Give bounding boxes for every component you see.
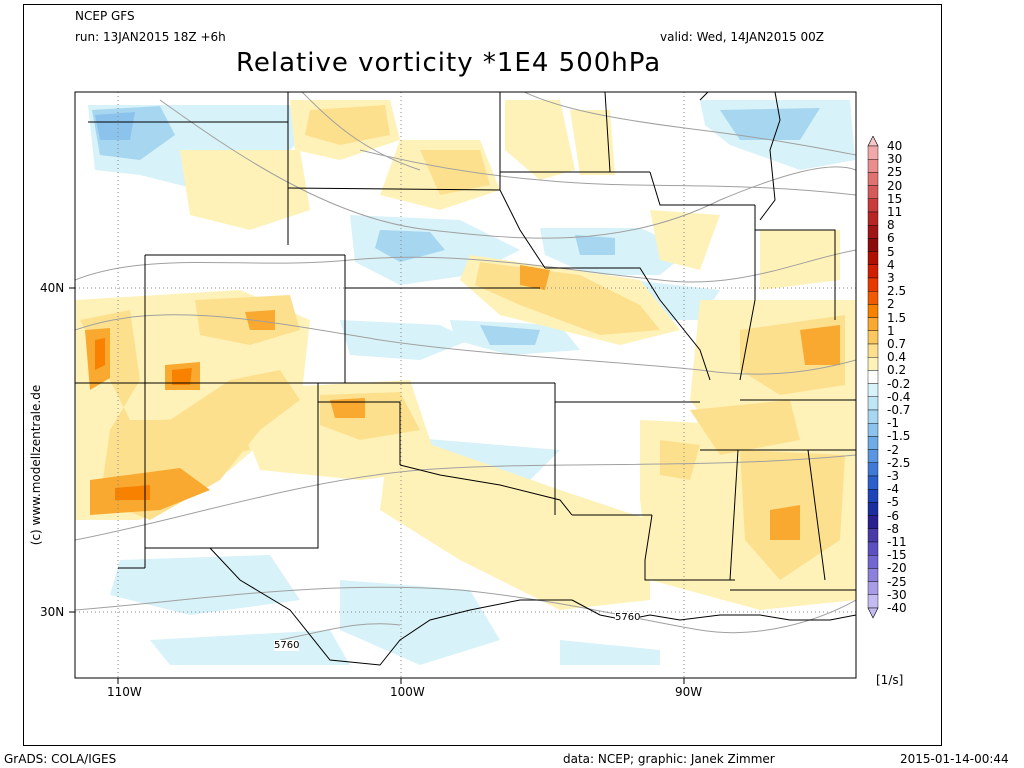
colorbar-level-label: 6	[887, 231, 895, 246]
colorbar-swatch	[867, 489, 879, 503]
colorbar-swatch	[867, 502, 879, 516]
colorbar-swatch	[867, 317, 879, 332]
colorbar-swatch	[867, 423, 879, 437]
colorbar-level-label: -3	[887, 469, 899, 483]
colorbar-swatch	[867, 145, 879, 160]
colorbar-swatch	[867, 290, 879, 305]
lon-label-100w: 100W	[390, 685, 425, 699]
lon-label-90w: 90W	[675, 685, 703, 699]
model-label: NCEP GFS	[75, 9, 135, 23]
colorbar-level-label: 1.5	[887, 310, 907, 325]
colorbar-swatch	[867, 515, 879, 530]
colorbar-level-label: -2.5	[887, 455, 911, 470]
colorbar-level-label: 25	[887, 165, 903, 180]
colorbar-swatch	[867, 356, 879, 371]
state-boundaries	[75, 92, 856, 666]
colorbar-level-label: 40	[887, 139, 903, 153]
footer-right: 2015-01-14-00:44	[900, 752, 1009, 766]
colorbar-swatch	[867, 383, 879, 398]
colorbar-level-label: -0.2	[887, 376, 911, 391]
colorbar-swatch	[867, 330, 879, 345]
colorbar-level-label: -40	[887, 601, 907, 615]
colorbar-legend: 40 30 25 20 15 11 8 6 5 4 3 2.5 2 1.5 1 0.7 0.4 0.2 -0.2 -0…	[866, 135, 926, 626]
colorbar-swatch	[867, 264, 879, 279]
colorbar-level-label: 1	[887, 323, 895, 338]
colorbar-level-label: 4	[887, 257, 895, 272]
colorbar-swatch	[867, 555, 879, 569]
contour-label: 5760	[615, 612, 641, 623]
colorbar-swatch	[867, 238, 879, 252]
colorbar-swatch	[867, 159, 879, 173]
colorbar-swatch	[867, 436, 879, 450]
colorbar-level-label: -15	[887, 548, 907, 563]
lat-label-40n: 40N	[40, 281, 65, 295]
colorbar-level-label: 8	[887, 218, 895, 233]
colorbar-level-label: -5	[887, 495, 899, 510]
colorbar-swatch	[867, 462, 879, 477]
colorbar-swatch	[867, 581, 879, 596]
colorbar-level-label: 15	[887, 191, 903, 206]
colorbar-swatch	[867, 528, 879, 543]
colorbar-level-label: 5	[887, 244, 895, 259]
colorbar-level-label: 3	[887, 271, 895, 285]
colorbar-swatch	[867, 370, 879, 384]
colorbar-level-label: -2	[887, 442, 899, 457]
colorbar-swatch	[867, 396, 879, 411]
legend-unit: [1/s]	[876, 673, 904, 687]
colorbar-swatch	[867, 185, 879, 199]
lat-label-30n: 30N	[40, 605, 65, 619]
colorbar-level-label: 0.4	[887, 350, 907, 365]
colorbar-swatch	[867, 277, 879, 292]
valid-label: valid: Wed, 14JAN2015 00Z	[660, 30, 825, 44]
colorbar-level-label: -6	[887, 508, 899, 523]
positive-vorticity-shading-peak	[95, 338, 192, 500]
colorbar-level-label: -1.5	[887, 429, 911, 444]
colorbar-level-label: 30	[887, 152, 903, 167]
colorbar-swatch	[867, 475, 879, 490]
colorbar-level-label: 0.2	[887, 363, 907, 378]
colorbar-level-label: 11	[887, 205, 903, 219]
negative-vorticity-shading-strong	[95, 112, 135, 140]
lon-label-110w: 110W	[107, 685, 142, 699]
map-border	[74, 91, 857, 679]
colorbar-level-label: -0.4	[887, 389, 911, 404]
colorbar-level-label: -20	[887, 561, 907, 576]
coastline	[571, 92, 856, 621]
run-label: run: 13JAN2015 18Z +6h	[75, 30, 226, 44]
colorbar-level-label: -8	[887, 521, 899, 536]
colorbar-swatch	[867, 343, 879, 358]
chart-frame	[23, 4, 942, 746]
colorbar-level-label: 20	[887, 178, 903, 193]
colorbar-level-label: -30	[887, 587, 907, 602]
colorbar-swatch	[867, 224, 879, 239]
colorbar-swatch	[867, 409, 879, 424]
colorbar-swatch	[867, 211, 879, 226]
colorbar-swatch	[867, 251, 879, 265]
colorbar-arrow-bottom	[867, 607, 879, 619]
colorbar-arrow-top	[867, 135, 879, 147]
colorbar-level-label: -4	[887, 482, 899, 497]
colorbar-level-label: 2.5	[887, 284, 907, 299]
colorbar-swatch	[867, 594, 879, 609]
footer-center: data: NCEP; graphic: Janek Zimmer	[563, 752, 775, 766]
contour-label: 5760	[274, 640, 300, 651]
colorbar-swatch	[867, 568, 879, 582]
colorbar	[867, 135, 879, 619]
colorbar-level-label: -0.7	[887, 403, 911, 417]
colorbar-level-label: 0.7	[887, 337, 907, 351]
footer-left: GrADS: COLA/IGES	[4, 752, 117, 766]
colorbar-level-label: 2	[887, 297, 895, 312]
colorbar-level-label: -25	[887, 574, 907, 589]
colorbar-swatch	[867, 541, 879, 556]
colorbar-swatch	[867, 449, 879, 464]
page-title: Relative vorticity *1E4 500hPa	[236, 48, 662, 78]
colorbar-level-label: -1	[887, 416, 899, 431]
colorbar-swatch	[867, 198, 879, 213]
colorbar-level-label: -11	[887, 535, 907, 549]
colorbar-swatch	[867, 304, 879, 318]
colorbar-swatch	[867, 172, 879, 186]
